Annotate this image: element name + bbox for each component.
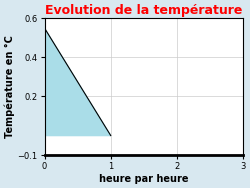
- X-axis label: heure par heure: heure par heure: [99, 174, 188, 184]
- Y-axis label: Température en °C: Température en °C: [4, 35, 15, 138]
- Polygon shape: [44, 28, 111, 136]
- Title: Evolution de la température: Evolution de la température: [45, 4, 242, 17]
